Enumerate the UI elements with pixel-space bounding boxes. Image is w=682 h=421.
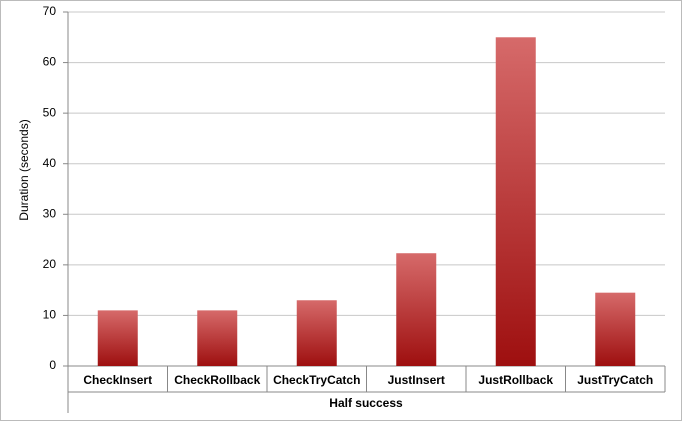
- bar: [495, 37, 536, 367]
- y-tick-label: 50: [43, 105, 57, 119]
- bar: [396, 253, 437, 366]
- x-tick-label: CheckTryCatch: [273, 373, 360, 387]
- y-tick-label: 10: [43, 308, 57, 322]
- bar: [296, 300, 337, 366]
- x-tick-label: CheckRollback: [174, 373, 260, 387]
- y-tick-label: 0: [49, 358, 56, 372]
- y-tick-label: 70: [43, 4, 57, 18]
- x-tick-label: JustTryCatch: [577, 373, 653, 387]
- x-tick-label: CheckInsert: [83, 373, 152, 387]
- x-tick-label: JustRollback: [478, 373, 553, 387]
- y-tick-label: 40: [43, 156, 57, 170]
- bar: [97, 310, 138, 366]
- y-axis-label: Duration (seconds): [17, 119, 31, 220]
- x-tick-label: JustInsert: [388, 373, 445, 387]
- bar: [595, 292, 636, 366]
- y-tick-label: 30: [43, 206, 57, 220]
- bar: [197, 310, 238, 366]
- y-tick-label: 60: [43, 55, 57, 69]
- x-axis-label: Half success: [329, 396, 403, 410]
- y-tick-label: 20: [43, 257, 57, 271]
